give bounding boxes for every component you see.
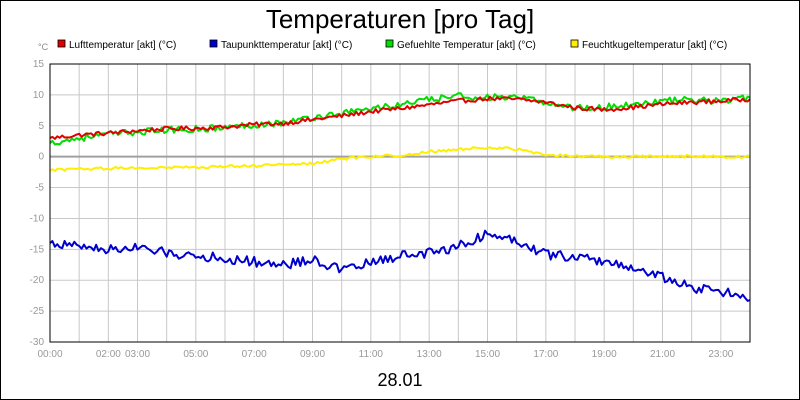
- legend-swatch-4: [570, 39, 579, 48]
- x-tick-label: 19:00: [592, 349, 617, 360]
- y-tick-label: -5: [35, 183, 44, 194]
- chart-title: Temperaturen [pro Tag]: [266, 4, 534, 34]
- x-tick-label: 07:00: [242, 349, 267, 360]
- x-tick-label: 15:00: [475, 349, 500, 360]
- legend-label-1: Lufttemperatur [akt] (°C): [69, 40, 176, 51]
- legend-label-4: Feuchtkugeltemperatur [akt] (°C): [582, 40, 727, 51]
- y-tick-label: 15: [33, 59, 45, 70]
- y-tick-label: 0: [38, 152, 44, 163]
- legend-swatch-3: [385, 39, 394, 48]
- y-tick-label: -30: [30, 337, 45, 348]
- y-tick-label: -20: [30, 275, 45, 286]
- y-axis-ticks: 15 10 5 0 -5 -10 -15 -20 -25 -30: [30, 59, 45, 348]
- x-axis-ticks: 00:00 02:00 03:00 05:00 07:00 09:00 11:00 13:00…: [37, 349, 733, 360]
- grid: [50, 64, 750, 342]
- y-axis-unit: °C: [38, 42, 49, 52]
- y-tick-label: 10: [33, 90, 45, 101]
- legend: Lufttemperatur [akt] (°C) Taupunkttempera…: [57, 39, 727, 51]
- legend-label-2: Taupunkttemperatur [akt] (°C): [221, 40, 352, 51]
- x-tick-label: 21:00: [650, 349, 675, 360]
- series-group: [49, 92, 751, 302]
- x-tick-label: 02:00: [96, 349, 121, 360]
- y-tick-label: -25: [30, 306, 45, 317]
- x-tick-label: 13:00: [417, 349, 442, 360]
- x-tick-label: 09:00: [300, 349, 325, 360]
- x-tick-label: 00:00: [37, 349, 62, 360]
- series-line-1: [49, 95, 751, 140]
- y-tick-label: 5: [38, 121, 44, 132]
- x-tick-label: 03:00: [125, 349, 150, 360]
- series-line-4: [49, 146, 751, 172]
- x-tick-label: 11:00: [359, 349, 384, 360]
- series-line-2: [49, 229, 751, 302]
- series-line-3: [49, 92, 751, 146]
- x-tick-label: 05:00: [183, 349, 208, 360]
- y-tick-label: -15: [30, 244, 45, 255]
- plot-border: [49, 63, 751, 343]
- x-axis-date-label: 28.01: [377, 370, 422, 390]
- x-tick-label: 23:00: [708, 349, 733, 360]
- y-tick-label: -10: [30, 213, 45, 224]
- x-tick-label: 17:00: [533, 349, 558, 360]
- legend-label-3: Gefuehlte Temperatur [akt] (°C): [397, 40, 536, 51]
- legend-swatch-1: [57, 39, 66, 48]
- legend-swatch-2: [209, 39, 218, 48]
